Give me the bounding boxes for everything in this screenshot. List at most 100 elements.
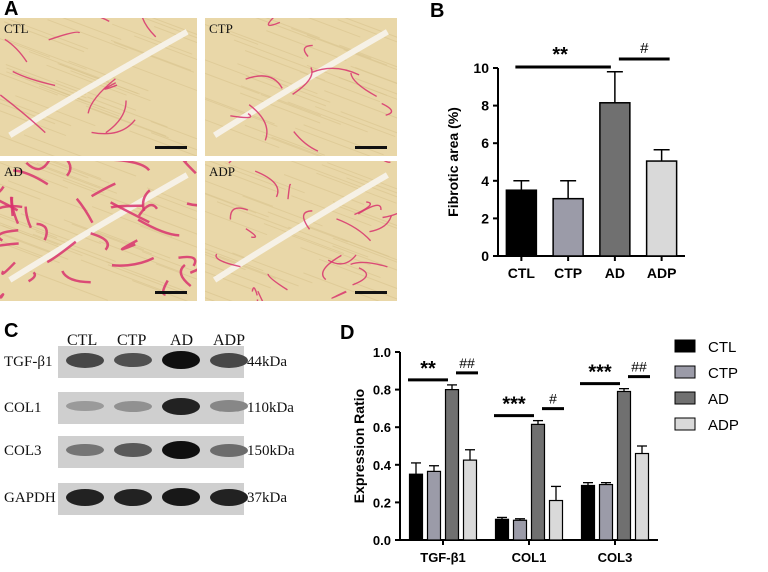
fiber-line [287, 101, 368, 133]
collagen-strand [48, 31, 81, 41]
fiber-line [239, 92, 321, 124]
collagen-strand [229, 207, 249, 220]
fiber-line [0, 241, 53, 263]
collagen-strand [186, 202, 197, 207]
fiber-line [88, 107, 169, 139]
bar [548, 499, 564, 541]
wb-lane-label: AD [170, 332, 194, 349]
fiber-line [152, 194, 197, 212]
bar [552, 197, 584, 257]
scale-bar [355, 291, 387, 294]
bar [505, 189, 538, 257]
fiber-line [343, 49, 397, 71]
collagen-strand [322, 254, 342, 281]
micrograph-ctp: CTP [205, 18, 397, 156]
bar [580, 484, 596, 541]
fiber-line [0, 135, 55, 156]
fiber-line [332, 201, 397, 227]
micrograph-label: CTP [209, 21, 233, 36]
collagen-strand [182, 161, 197, 175]
fiber-line [112, 23, 193, 55]
fiber-line [327, 162, 397, 190]
x-tick-label: AD [605, 265, 625, 281]
y-tick-label: 0.8 [373, 383, 391, 398]
fiber-line [0, 232, 51, 253]
wb-row-label: TGF-β1 [4, 354, 53, 370]
fiber-line [3, 21, 85, 53]
collagen-strand [91, 119, 136, 135]
collagen-strand [267, 18, 281, 27]
collagen-strand [336, 218, 372, 242]
collagen-strand [352, 267, 368, 286]
fiber-line [338, 77, 397, 100]
fiber-line [80, 259, 162, 291]
bar [616, 390, 632, 541]
wb-size-label: 110kDa [247, 400, 294, 416]
fiber-line [55, 79, 137, 111]
fiber-line [315, 106, 396, 138]
wb-size-label: 44kDa [247, 354, 287, 370]
collagen-strand [12, 70, 56, 87]
fiber-line [300, 247, 381, 279]
wb-band [210, 488, 248, 506]
fiber-line [124, 63, 197, 92]
fiber-line [240, 85, 322, 117]
fiber-line [346, 177, 397, 198]
fiber-line [205, 210, 268, 236]
collagen-strand [0, 293, 5, 300]
x-tick-label: COL3 [598, 550, 633, 565]
significance-label: # [549, 391, 557, 407]
legend-swatch [674, 339, 696, 353]
collagen-strand [248, 104, 268, 141]
collagen-strand [354, 201, 372, 216]
fiber-line [306, 34, 388, 66]
collagen-strand [90, 182, 116, 198]
wb-band [162, 441, 200, 459]
panel-label-c: C [4, 320, 19, 342]
collagen-strand [369, 215, 393, 233]
collagen-strand [141, 18, 157, 38]
vessel-gap [8, 172, 189, 283]
wb-band [162, 488, 200, 506]
fiber-line [27, 269, 109, 301]
wb-membrane-strip [58, 436, 248, 468]
collagen-strand [245, 228, 257, 239]
wb-band [114, 443, 152, 457]
fibrotic-area-chart: 0 2 4 6 8 10 Fibrotic area (%) CTL CTP AD ADP ** # [445, 40, 685, 281]
collagen-strand [87, 78, 116, 114]
x-tick-label: CTP [554, 265, 582, 281]
fiber-line [205, 192, 269, 218]
fiber-line [205, 248, 264, 272]
micrograph-adp: ADP [205, 161, 397, 301]
collagen-strand [293, 131, 319, 152]
wb-band [210, 443, 248, 457]
wb-band [66, 443, 104, 457]
collagen-strand [113, 161, 151, 172]
collagen-strand [75, 197, 94, 224]
legend-swatch [674, 417, 696, 431]
collagen-strand [383, 161, 391, 163]
fiber-line [244, 124, 325, 156]
fiber-line [35, 230, 116, 262]
fiber-line [271, 136, 324, 156]
significance-label: *** [588, 362, 612, 384]
collagen-strand [110, 204, 143, 209]
fiber-line [290, 234, 371, 266]
fiber-line [337, 205, 397, 229]
collagen-strand [381, 102, 393, 116]
y-tick-label: 8 [481, 98, 489, 114]
fiber-line [223, 28, 304, 60]
western-blot: CTL CTP AD ADP TGF-β1 COL1 COL3 GAPDH 44… [0, 328, 320, 518]
fiber-line [307, 18, 361, 38]
fiber-line [344, 18, 397, 38]
fiber-line [332, 245, 397, 271]
wb-membrane-strip [58, 346, 248, 378]
bar [462, 459, 478, 541]
fiber-line [94, 161, 137, 177]
fiber-line [205, 290, 233, 301]
fiber-line [291, 27, 372, 59]
expression-ratio-chart: 0.0 0.2 0.4 0.6 0.8 1.0 Expression Ratio TGF-β1… [351, 339, 739, 565]
fiber-line [142, 18, 197, 39]
collagen-strand [10, 196, 20, 225]
